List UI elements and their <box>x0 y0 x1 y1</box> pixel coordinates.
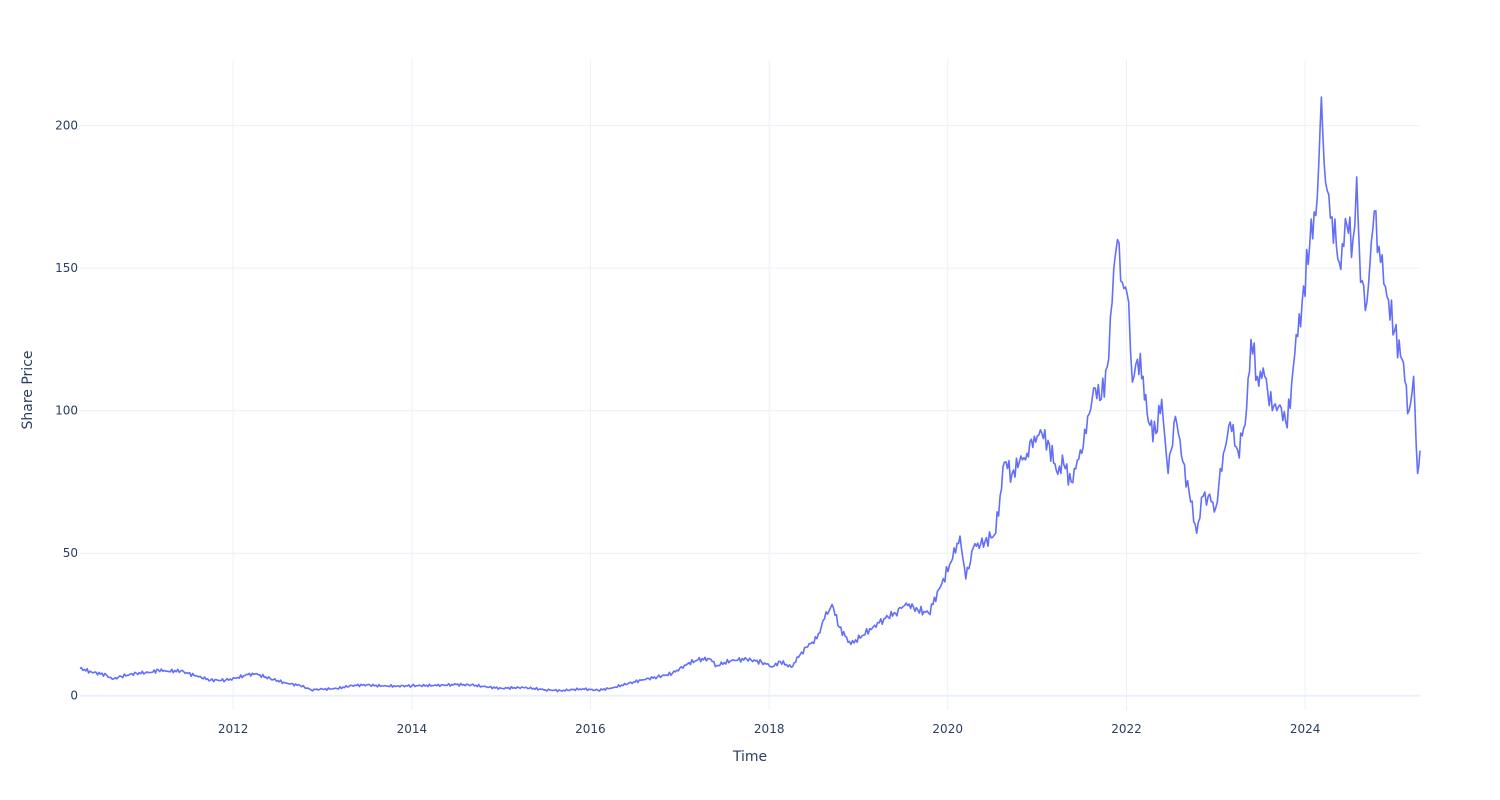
y-axis-title: Share Price <box>20 350 36 429</box>
x-tick-label-2016: 2016 <box>575 722 606 736</box>
x-tick-label-2024: 2024 <box>1290 722 1321 736</box>
x-axis: 2012 2014 2016 2018 2020 2022 2024 <box>218 722 1321 736</box>
x-tick-label-2014: 2014 <box>397 722 428 736</box>
y-axis: 0 50 100 150 200 <box>55 119 78 703</box>
x-axis-title: Time <box>732 749 767 765</box>
x-tick-label-2020: 2020 <box>932 722 963 736</box>
y-tick-label-200: 200 <box>55 119 78 133</box>
x-tick-label-2022: 2022 <box>1111 722 1142 736</box>
x-tick-label-2018: 2018 <box>754 722 785 736</box>
y-tick-label-100: 100 <box>55 404 78 418</box>
series-layer <box>79 96 1421 693</box>
y-tick-label-150: 150 <box>55 261 78 275</box>
grid <box>80 60 1420 710</box>
y-tick-label-0: 0 <box>70 689 78 703</box>
series-line-0 <box>79 96 1421 693</box>
x-tick-label-2012: 2012 <box>218 722 249 736</box>
y-tick-label-50: 50 <box>63 546 78 560</box>
